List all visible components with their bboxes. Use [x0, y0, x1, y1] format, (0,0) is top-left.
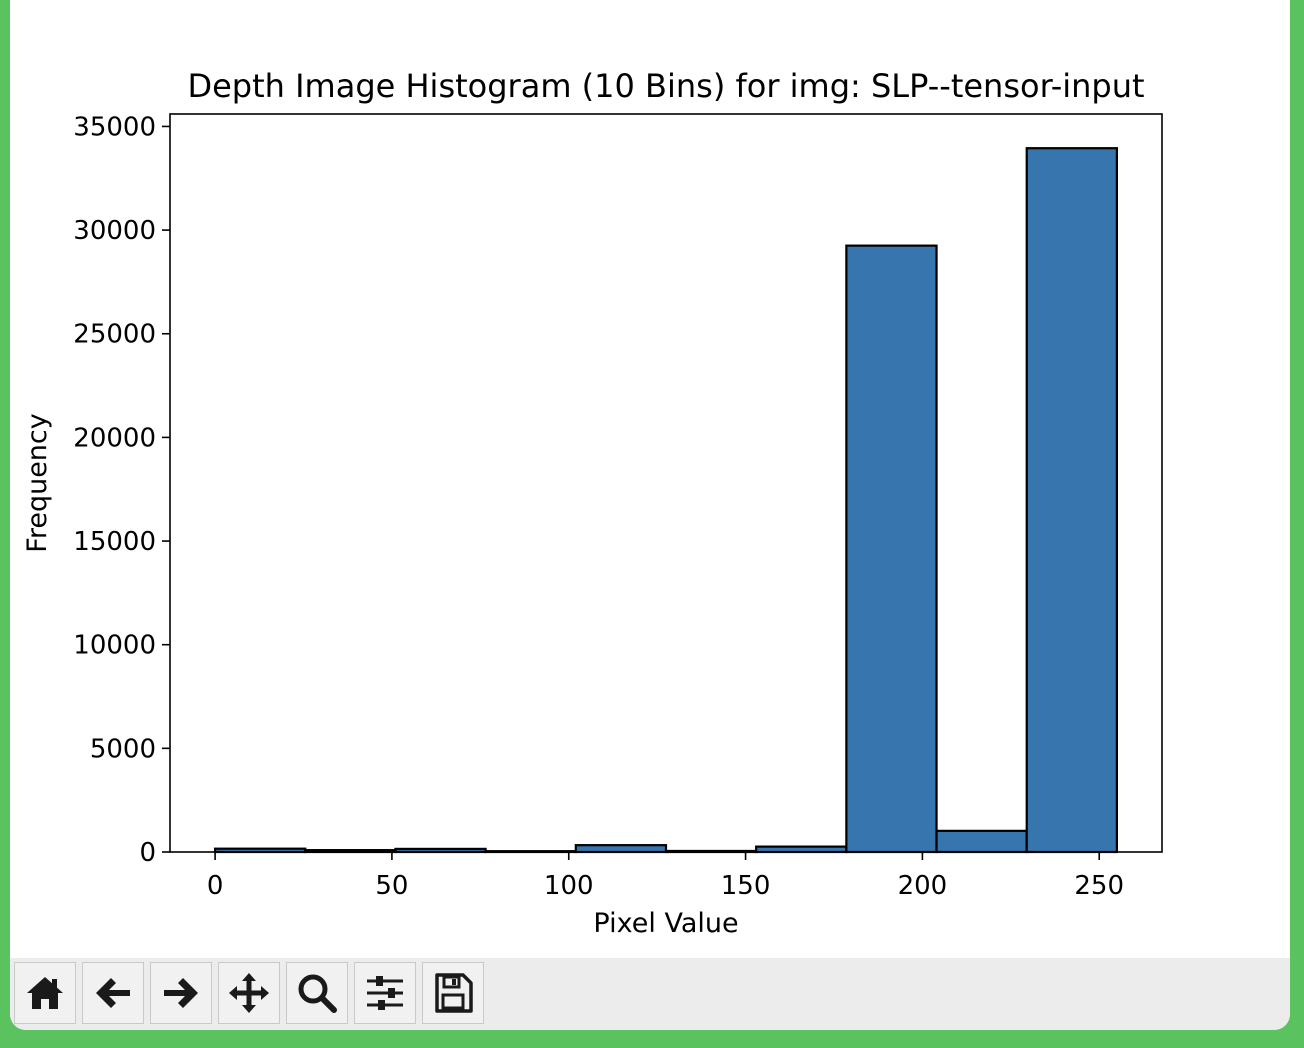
home-button[interactable] [14, 962, 76, 1024]
chart-title: Depth Image Histogram (10 Bins) for img:… [187, 67, 1144, 105]
y-tick-label: 25000 [73, 320, 156, 350]
x-tick-label: 250 [1074, 871, 1124, 901]
y-tick-label: 35000 [73, 112, 156, 142]
magnifier-icon [298, 974, 337, 1013]
save-button[interactable] [422, 962, 484, 1024]
y-tick-label: 20000 [73, 423, 156, 453]
histogram-chart: 0 5000 10000 15000 20000 25000 30000 35000 0 50 1… [22, 67, 1163, 939]
histogram-bar [755, 845, 848, 854]
y-tick-label: 5000 [90, 734, 156, 764]
pan-button[interactable] [218, 962, 280, 1024]
x-tick-label: 50 [375, 871, 408, 901]
configure-subplots-button[interactable] [354, 962, 416, 1024]
histogram-bar [935, 829, 1028, 854]
x-tick-label: 150 [721, 871, 771, 901]
histogram-bar [1025, 147, 1119, 854]
home-icon [27, 977, 63, 1009]
histogram-bar [845, 244, 938, 854]
arrow-left-icon [96, 978, 130, 1008]
y-tick-label: 0 [139, 838, 156, 868]
x-axis-label: Pixel Value [593, 908, 738, 939]
x-tick-label: 200 [898, 871, 948, 901]
forward-button[interactable] [150, 962, 212, 1024]
sliders-icon [367, 976, 403, 1010]
figure-canvas: 0 5000 10000 15000 20000 25000 30000 35000 0 50 1… [10, 0, 1290, 958]
histogram-bar [574, 844, 668, 854]
axes-frame [169, 113, 1163, 853]
y-tick-label: 30000 [73, 216, 156, 246]
x-tick-label: 100 [544, 871, 594, 901]
y-tick-label: 15000 [73, 527, 156, 557]
y-tick-label: 10000 [73, 631, 156, 661]
figure-window: 0 5000 10000 15000 20000 25000 30000 35000 0 50 1… [10, 0, 1290, 1030]
back-button[interactable] [82, 962, 144, 1024]
y-axis-label: Frequency [22, 413, 53, 553]
arrow-right-icon [164, 978, 198, 1008]
y-ticks: 0 5000 10000 15000 20000 25000 30000 35000 [73, 112, 170, 868]
zoom-button[interactable] [286, 962, 348, 1024]
x-tick-label: 0 [207, 871, 224, 901]
bars-group [213, 147, 1119, 854]
floppy-disk-icon [435, 973, 473, 1013]
navigation-toolbar [10, 958, 1290, 1030]
move-icon [229, 973, 269, 1013]
x-ticks: 0 50 100 150 200 250 [207, 852, 1124, 901]
